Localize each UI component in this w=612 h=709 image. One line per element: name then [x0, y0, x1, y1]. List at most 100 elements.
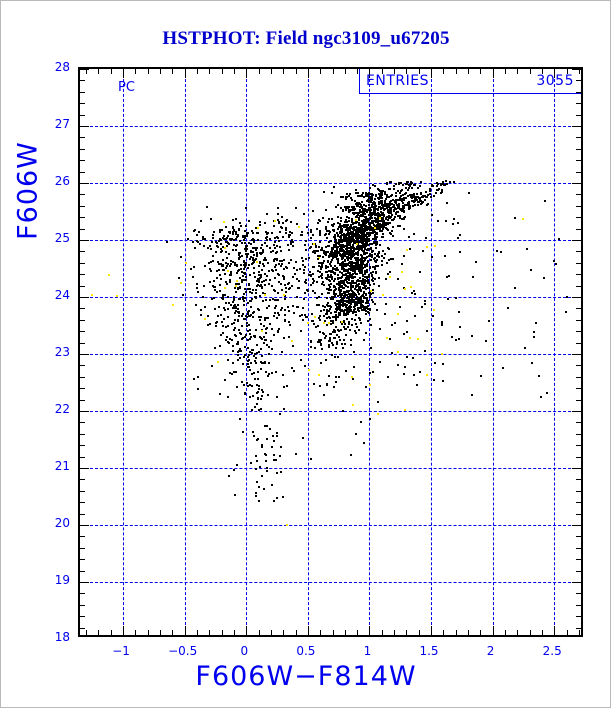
axis-tick-top [369, 69, 370, 78]
data-point [368, 207, 370, 209]
data-point [371, 251, 373, 253]
data-point [329, 333, 331, 335]
data-point [325, 277, 327, 279]
data-point [436, 189, 438, 191]
data-point [365, 220, 367, 222]
data-point [357, 247, 359, 249]
data-point [480, 375, 482, 377]
scatter-plot-area[interactable]: PC ENTRIES 3055 [78, 67, 583, 637]
data-point [280, 226, 282, 228]
data-point [322, 281, 324, 283]
data-point [232, 307, 234, 309]
data-point [337, 262, 339, 264]
data-point [358, 212, 360, 214]
data-point [415, 196, 417, 198]
data-point [357, 263, 359, 265]
data-point [354, 242, 356, 244]
data-point [431, 214, 433, 216]
data-point [376, 224, 378, 226]
data-point [408, 205, 410, 207]
data-point [368, 282, 370, 284]
data-point [371, 193, 373, 195]
data-point [351, 227, 353, 229]
data-point [318, 257, 320, 259]
data-point [389, 208, 391, 210]
data-point [245, 253, 247, 255]
data-point [424, 199, 426, 201]
data-point [313, 280, 315, 282]
data-point [526, 248, 528, 250]
data-point [234, 264, 236, 266]
data-point [378, 226, 380, 228]
data-point [449, 181, 451, 183]
data-point [372, 227, 374, 229]
data-point [356, 231, 358, 233]
data-point [346, 216, 348, 218]
axis-tick-top [234, 69, 235, 74]
data-point [238, 283, 240, 285]
data-point [172, 304, 174, 306]
data-point [327, 305, 329, 307]
data-point [334, 234, 336, 236]
data-point [231, 373, 233, 375]
data-point [238, 269, 240, 271]
data-point [273, 440, 275, 442]
data-point [226, 241, 228, 243]
data-point [358, 283, 360, 285]
data-point [227, 296, 229, 298]
data-point [273, 500, 275, 502]
data-point [375, 194, 377, 196]
data-point [328, 256, 330, 258]
data-point [371, 250, 373, 252]
data-point [348, 252, 350, 254]
data-point [337, 228, 339, 230]
data-point [371, 232, 373, 234]
data-point [224, 379, 226, 381]
data-point [238, 257, 240, 259]
data-point [355, 314, 357, 316]
data-point [369, 291, 371, 293]
data-point [332, 257, 334, 259]
data-point [374, 213, 376, 215]
data-point [375, 241, 377, 243]
axis-tick-left [80, 240, 89, 241]
data-point [361, 270, 363, 272]
data-point [342, 239, 344, 241]
data-point [265, 460, 267, 462]
data-point [357, 245, 359, 247]
data-point [316, 297, 318, 299]
data-point [340, 277, 342, 279]
data-point [408, 208, 410, 210]
data-point [367, 218, 369, 220]
data-point [326, 383, 328, 385]
y-tick-label: 25 [54, 231, 70, 245]
data-point [385, 278, 387, 280]
data-point [321, 348, 323, 350]
data-point [353, 240, 355, 242]
axis-tick-top [554, 69, 555, 78]
data-point [381, 197, 383, 199]
data-point [271, 285, 273, 287]
data-point [260, 274, 262, 276]
data-point [363, 292, 365, 294]
data-point [338, 284, 340, 286]
data-point [325, 271, 327, 273]
data-point [235, 283, 237, 285]
data-point [403, 210, 405, 212]
data-point [216, 242, 218, 244]
data-point [230, 263, 232, 265]
data-point [453, 218, 455, 220]
data-point [248, 220, 250, 222]
data-point [353, 306, 355, 308]
data-point [341, 309, 343, 311]
data-point [349, 229, 351, 231]
data-point [334, 330, 336, 332]
data-point [180, 282, 182, 284]
data-point [367, 305, 369, 307]
data-point [357, 285, 359, 287]
data-point [383, 220, 385, 222]
data-point [262, 362, 264, 364]
data-point [302, 264, 304, 266]
data-point [253, 435, 255, 437]
data-point [320, 343, 322, 345]
